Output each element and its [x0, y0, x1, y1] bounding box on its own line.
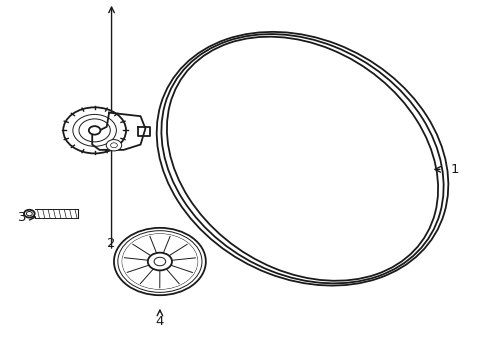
Circle shape [122, 234, 197, 289]
Circle shape [89, 126, 100, 135]
Polygon shape [138, 127, 150, 136]
Polygon shape [92, 113, 145, 150]
Circle shape [26, 212, 32, 216]
Text: 3: 3 [18, 211, 26, 224]
Circle shape [63, 107, 126, 153]
Text: 2: 2 [107, 237, 116, 250]
Text: 4: 4 [155, 315, 164, 328]
Circle shape [154, 257, 165, 266]
Text: 1: 1 [449, 163, 458, 176]
Circle shape [147, 253, 172, 270]
Circle shape [106, 140, 122, 151]
Circle shape [24, 210, 35, 217]
Circle shape [110, 143, 117, 148]
